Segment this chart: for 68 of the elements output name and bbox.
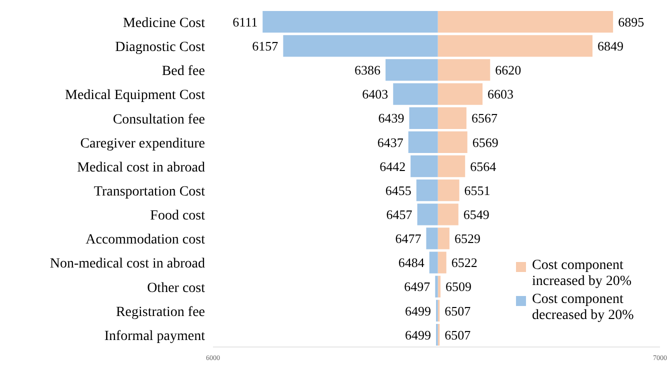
data-label: 6620 bbox=[495, 62, 522, 78]
data-label: 6509 bbox=[446, 279, 472, 294]
data-label: 6529 bbox=[454, 231, 480, 246]
data-label: 6403 bbox=[362, 86, 388, 102]
y-tick-label: Medical Equipment Cost bbox=[65, 88, 206, 104]
data-label: 6507 bbox=[444, 327, 472, 342]
y-tick-label: Medicine Cost bbox=[122, 16, 206, 32]
y-tick-label: Diagnostic Cost bbox=[115, 40, 206, 56]
data-label: 6551 bbox=[464, 182, 490, 198]
bar bbox=[393, 83, 438, 105]
bar bbox=[438, 155, 466, 178]
bar bbox=[438, 228, 450, 250]
bar bbox=[438, 83, 483, 105]
bar bbox=[438, 252, 446, 274]
bar bbox=[438, 35, 593, 57]
y-tick-label: Registration fee bbox=[116, 304, 205, 320]
data-label: 6157 bbox=[252, 38, 279, 54]
bar bbox=[438, 107, 466, 129]
bar bbox=[438, 180, 460, 202]
legend-label: Cost component increased by 20% bbox=[532, 258, 633, 290]
bar bbox=[438, 276, 441, 298]
data-label: 6386 bbox=[354, 62, 382, 78]
data-label: 6437 bbox=[377, 134, 404, 150]
y-tick-label: Caregiver expenditure bbox=[80, 136, 205, 152]
data-label: 6442 bbox=[380, 158, 406, 174]
data-label: 6564 bbox=[470, 158, 497, 174]
y-tick-label: Transportation Cost bbox=[94, 184, 206, 200]
bar bbox=[386, 59, 438, 81]
bar bbox=[438, 59, 490, 81]
y-tick-label: Informal payment bbox=[104, 328, 206, 344]
bar bbox=[410, 155, 438, 178]
data-label: 6439 bbox=[378, 110, 404, 126]
bar bbox=[429, 252, 438, 274]
bar bbox=[409, 107, 438, 129]
data-label: 6497 bbox=[404, 279, 431, 294]
data-label: 6569 bbox=[472, 134, 498, 150]
bar bbox=[416, 180, 438, 202]
data-label: 6507 bbox=[444, 303, 472, 318]
data-label: 6849 bbox=[598, 38, 624, 54]
bar bbox=[438, 11, 614, 33]
data-label: 6499 bbox=[405, 303, 432, 318]
data-label: 6603 bbox=[488, 86, 514, 102]
data-label: 6455 bbox=[385, 182, 412, 198]
bar bbox=[426, 228, 438, 250]
bar bbox=[438, 204, 458, 226]
bar bbox=[262, 11, 438, 33]
data-label: 6457 bbox=[386, 207, 413, 222]
data-label: 6499 bbox=[405, 327, 432, 342]
y-tick-label: Non-medical cost in abroad bbox=[50, 256, 205, 272]
y-tick-label: Consultation fee bbox=[112, 112, 205, 128]
bar bbox=[435, 276, 438, 298]
bar bbox=[408, 131, 438, 154]
bar bbox=[438, 131, 468, 154]
data-label: 6895 bbox=[618, 14, 644, 30]
legend-label: Cost component decreased by 20% bbox=[532, 292, 635, 324]
y-tick-label: Accommodation cost bbox=[86, 232, 206, 248]
y-tick-label: Medical cost in abroad bbox=[77, 160, 205, 176]
y-tick-label: Bed fee bbox=[162, 64, 205, 80]
bar bbox=[417, 204, 438, 226]
data-label: 6111 bbox=[232, 14, 258, 30]
data-label: 6522 bbox=[451, 255, 478, 270]
data-label: 6484 bbox=[398, 255, 425, 270]
data-label: 6567 bbox=[471, 110, 498, 126]
bar bbox=[283, 35, 438, 57]
y-tick-label: Food cost bbox=[150, 208, 206, 224]
y-tick-label: Other cost bbox=[147, 280, 206, 296]
data-label: 6549 bbox=[463, 207, 490, 222]
data-label: 6477 bbox=[395, 231, 422, 246]
